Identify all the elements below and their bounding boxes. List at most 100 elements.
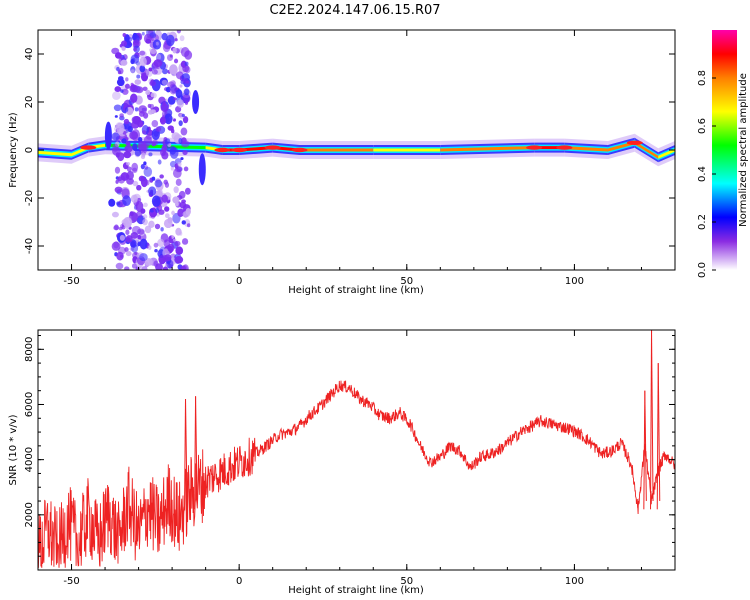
spectrogram-ytick-label: -40 [24,238,35,254]
noise-blob [163,179,169,185]
noise-blob [166,54,174,61]
snr-spike [657,363,661,502]
noise-blob [152,207,156,212]
spectral-band-core [373,148,441,152]
colorbar: 0.0 0.2 0.4 0.6 0.8 Normalized spectral ampl… [697,30,749,278]
spectrogram-panel: -50 0 50 100 -40 -20 0 20 40 Height of straight … [8,29,676,296]
noise-blob [116,251,124,261]
noise-blob [138,175,145,182]
noise-blob [144,258,153,266]
spectral-peak [526,145,543,150]
snr-spike [185,398,188,502]
noise-blob [132,180,139,187]
noise-blob [172,196,180,204]
figure-title: C2E2.2024.147.06.15.R07 [269,3,440,18]
noise-blob [182,116,189,124]
noise-blob [173,186,179,194]
noise-blob [179,35,185,42]
noise-blob [153,242,159,248]
spectral-band-core [534,146,565,150]
noise-blob [121,45,126,51]
noise-blob [155,41,159,46]
noise-blob [140,163,145,170]
noise-blob [123,217,133,228]
noise-blob [126,162,131,166]
spectrogram-ytick-label: 0 [24,147,35,153]
noise-blob [121,138,127,144]
noise-blob [167,243,175,253]
spectral-peak [556,145,573,150]
noise-blob [114,224,119,231]
noise-blob [184,61,189,66]
noise-blob [182,77,189,84]
spectral-streak [198,153,206,186]
colorbar-label: Normalized spectral amplitude [738,73,749,227]
snr-panel: -50 0 50 100 2000 4000 6000 8000 Height of stra… [8,329,676,596]
noise-blob [143,166,153,177]
spectral-band-core [239,146,273,152]
noise-blob [179,231,183,236]
noise-blob [139,238,148,250]
noise-blob [167,95,176,105]
noise-blob [125,229,130,235]
noise-blob [131,121,140,129]
noise-blob [130,58,135,65]
spectral-band-core [299,148,374,152]
noise-blob [154,179,163,188]
noise-blob [116,78,125,87]
noise-blob [150,213,156,219]
noise-blob [130,93,138,103]
noise-blob [174,255,184,264]
noise-blob [169,64,178,75]
noise-blob [173,97,177,101]
noise-blob [144,225,152,234]
noise-blob [124,107,129,112]
noise-blob [180,127,188,136]
noise-blob [126,178,135,185]
noise-blob [136,197,142,202]
noise-blob [151,69,158,75]
noise-blob [119,234,125,241]
noise-blob [155,263,163,270]
snr-spike [644,390,647,502]
noise-blob [148,152,153,157]
noise-blob [134,252,138,256]
noise-blob [150,92,155,98]
colorbar-tick-label: 0.2 [697,214,708,230]
noise-blob [114,186,123,194]
snr-spike [195,396,198,502]
noise-blob [136,184,142,191]
noise-blob [118,67,124,75]
colorbar-tick-label: 0.6 [697,118,708,134]
spectral-peak [80,145,97,150]
spectrogram-ytick-label: 20 [24,96,35,109]
noise-blob [151,176,156,181]
noise-blob [147,245,152,250]
noise-blob [159,116,167,125]
noise-blob [125,235,133,243]
spectral-streak [108,198,116,207]
spectrogram-xtick-label: 50 [400,276,413,287]
noise-blob [160,227,164,232]
noise-blob [173,58,179,64]
spectral-band-core [634,141,659,159]
noise-blob [148,186,157,196]
spectrogram-frame [37,29,676,271]
spectral-peak [214,147,231,153]
noise-blob [179,84,183,88]
noise-blob [181,113,185,118]
noise-blob [151,109,156,114]
noise-blob [175,89,183,99]
noise-blob [156,53,162,61]
noise-blob [138,50,147,59]
noise-blob [151,141,157,147]
noise-blob [148,220,155,228]
noise-blob [177,208,185,217]
noise-blob [157,238,165,247]
noise-blob [123,151,132,159]
noise-blob [111,211,119,218]
noise-blob [164,113,173,125]
spectral-band-core [105,143,206,150]
snr-series-line [38,380,675,568]
noise-blob [133,48,138,52]
